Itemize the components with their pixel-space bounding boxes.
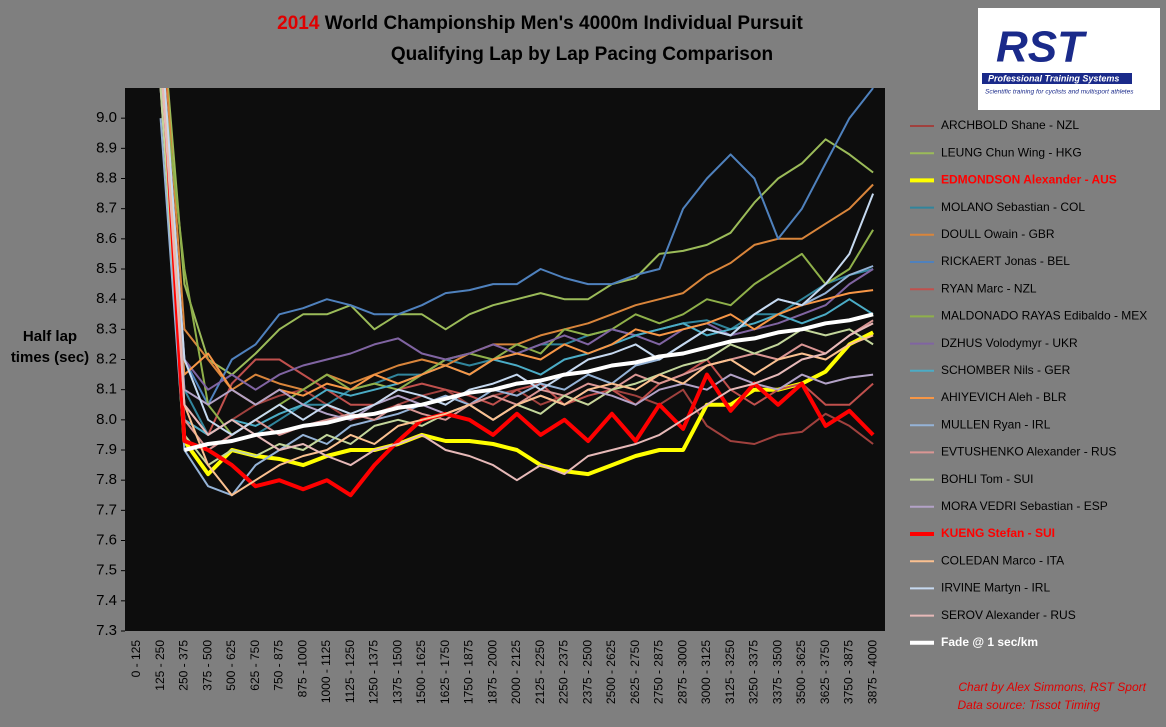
- x-tick-label: 3250 - 3375: [747, 640, 761, 704]
- legend-label: EVTUSHENKO Alexander - RUS: [941, 445, 1116, 459]
- y-tick-label: 7.7: [96, 501, 117, 518]
- series-line: [167, 88, 874, 376]
- x-tick-label: 3500 - 3625: [794, 640, 808, 704]
- y-tick-label: 7.3: [96, 622, 117, 639]
- legend-label: BOHLI Tom - SUI: [941, 472, 1033, 486]
- legend-label: IRVINE Martyn - IRL: [941, 581, 1050, 595]
- y-axis-label: Half lap times (sec): [10, 328, 90, 366]
- legend-label: EDMONDSON Alexander - AUS: [941, 173, 1117, 187]
- x-tick-label: 125 - 250: [153, 640, 167, 691]
- x-tick-label: 1875 - 2000: [485, 640, 499, 704]
- series-line: [159, 88, 874, 436]
- legend-label: MULLEN Ryan - IRL: [941, 417, 1051, 431]
- series-line: [163, 88, 875, 436]
- legend-label: DZHUS Volodymyr - UKR: [941, 336, 1078, 350]
- logo-name: Professional Training Systems: [988, 73, 1119, 83]
- series-line: [183, 312, 874, 452]
- y-tick-label: 7.5: [96, 562, 117, 579]
- y-tick-label: 8.8: [96, 169, 117, 186]
- chart-title: 2014 World Championship Men's 4000m Indi…: [277, 13, 803, 34]
- y-tick-label: 9.0: [96, 109, 117, 126]
- legend-label: Fade @ 1 sec/km: [941, 635, 1038, 649]
- y-tick-label: 8.2: [96, 350, 117, 367]
- logo-box: [978, 8, 1160, 110]
- y-tick-label: 8.9: [96, 139, 117, 156]
- x-tick-label: 1625 - 1750: [438, 640, 452, 704]
- series-line: [161, 88, 874, 482]
- y-tick-label: 7.8: [96, 471, 117, 488]
- x-tick-label: 2250 - 2375: [557, 640, 571, 704]
- x-tick-label: 3125 - 3250: [723, 640, 737, 704]
- x-tick-label: 375 - 500: [200, 640, 214, 691]
- x-tick-label: 2625 - 2750: [628, 640, 642, 704]
- x-tick-label: 1250 - 1375: [367, 640, 381, 704]
- logo: RST Professional Training Systems Scient…: [978, 8, 1160, 110]
- y-tick-label: 7.9: [96, 441, 117, 458]
- x-tick-label: 3625 - 3750: [818, 640, 832, 704]
- x-tick-label: 2125 - 2250: [533, 640, 547, 704]
- chart-subtitle: Qualifying Lap by Lap Pacing Comparison: [391, 44, 773, 65]
- legend-label: ARCHBOLD Shane - NZL: [941, 118, 1079, 132]
- legend-label: SCHOMBER Nils - GER: [941, 363, 1071, 377]
- x-tick-label: 2000 - 2125: [509, 640, 523, 704]
- y-tick-label: 8.5: [96, 260, 117, 277]
- x-tick-label: 2375 - 2500: [580, 640, 594, 704]
- logo-tagline: Scientific training for cyclists and mul…: [985, 89, 1134, 96]
- legend-label: KUENG Stefan - SUI: [941, 526, 1055, 540]
- plot-area: [125, 88, 885, 631]
- y-tick-label: 8.4: [96, 290, 117, 307]
- y-tick-label: 7.6: [96, 531, 117, 548]
- title-text: World Championship Men's 4000m Individua…: [325, 13, 804, 34]
- x-tick-label: 2500 - 2625: [604, 640, 618, 704]
- x-tick-label: 500 - 625: [224, 640, 238, 691]
- legend-label: LEUNG Chun Wing - HKG: [941, 145, 1082, 159]
- x-tick-label: 875 - 1000: [295, 640, 309, 698]
- y-tick-label: 7.4: [96, 592, 117, 609]
- y-tick-label: 8.3: [96, 320, 117, 337]
- x-tick-label: 1000 - 1125: [319, 640, 333, 703]
- y-tick-label: 8.0: [96, 411, 117, 428]
- x-tick-label: 0 - 125: [129, 640, 143, 678]
- legend-label: MOLANO Sebastian - COL: [941, 200, 1085, 214]
- legend-label: RYAN Marc - NZL: [941, 281, 1037, 295]
- series-line: [161, 88, 874, 436]
- x-tick-label: 3375 - 3500: [770, 640, 784, 704]
- x-tick-label: 1750 - 1875: [462, 640, 476, 704]
- title-year: 2014: [277, 13, 320, 34]
- x-tick-label: 625 - 750: [248, 640, 262, 691]
- y-tick-label: 8.6: [96, 230, 117, 247]
- x-tick-label: 1500 - 1625: [414, 640, 428, 704]
- x-tick-label: 2750 - 2875: [652, 640, 666, 704]
- credit: Data source: Tissot Timing: [958, 698, 1101, 712]
- legend-label: SEROV Alexander - RUS: [941, 608, 1076, 622]
- legend-label: COLEDAN Marco - ITA: [941, 553, 1064, 567]
- y-tick-label: 8.7: [96, 200, 117, 217]
- legend-label: DOULL Owain - GBR: [941, 227, 1055, 241]
- x-tick-label: 750 - 875: [272, 640, 286, 691]
- x-tick-label: 250 - 375: [177, 640, 191, 691]
- lines: [159, 88, 875, 498]
- x-tick-label: 2875 - 3000: [675, 640, 689, 704]
- x-tick-label: 3875 - 4000: [865, 640, 879, 704]
- logo-mark: RST: [996, 23, 1087, 72]
- y-tick-label: 8.1: [96, 381, 117, 398]
- x-tick-label: 3750 - 3875: [842, 640, 856, 704]
- logo-band: [982, 73, 1132, 84]
- x-tick-label: 1375 - 1500: [390, 640, 404, 704]
- x-tick-label: 1125 - 1250: [343, 640, 357, 703]
- legend-label: AHIYEVICH Aleh - BLR: [941, 390, 1067, 404]
- x-tick-label: 3000 - 3125: [699, 640, 713, 704]
- series-line: [163, 88, 874, 497]
- legend-label: MALDONADO RAYAS Edibaldo - MEX: [941, 309, 1147, 323]
- series-line: [163, 88, 874, 406]
- legend-label: MORA VEDRI Sebastian - ESP: [941, 499, 1108, 513]
- legend-label: RICKAERT Jonas - BEL: [941, 254, 1070, 268]
- credit: Chart by Alex Simmons, RST Sport: [958, 680, 1146, 694]
- series-line: [160, 88, 875, 477]
